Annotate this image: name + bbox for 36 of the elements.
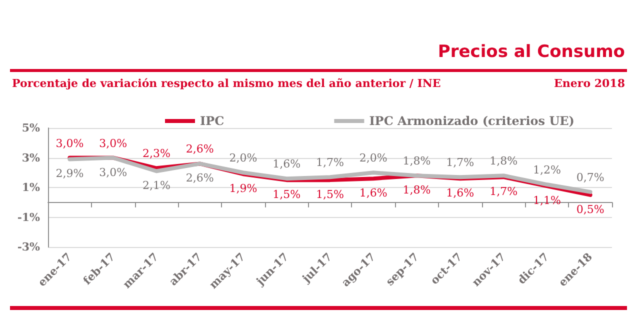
chart-title: Precios al Consumo [438,42,625,62]
data-label: 1,8% [402,184,431,197]
data-label: 1,6% [359,186,388,200]
y-tick-label: 5% [22,122,41,134]
data-label: 2,3% [142,147,170,160]
data-label: 2,9% [56,167,84,180]
data-label: 0,5% [576,202,604,216]
data-label: 1,8% [402,154,431,168]
data-label: 2,0% [359,152,388,165]
data-label: 1,5% [272,188,301,202]
data-label: 1,7% [446,156,474,170]
data-label: 2,0% [229,152,258,165]
data-label: 1,5% [316,188,344,202]
data-label: 1,2% [532,164,561,177]
data-label: 1,8% [490,154,518,168]
data-label: 3,0% [99,136,128,150]
data-label: 1,6% [272,158,301,171]
legend-label: IPC Armonizado (criterios UE) [369,114,574,128]
data-label: 1,9% [229,182,258,196]
chart-subtitle: Porcentaje de variación respecto al mismo mes del año anterior / INE [12,77,441,90]
data-label: 1,6% [446,186,474,200]
text: Enero 2018 [554,77,625,90]
y-tick-label: 3% [22,151,41,164]
data-label: 2,1% [142,179,170,192]
y-tick-label: -3% [17,240,41,254]
data-label: 3,0% [99,166,128,179]
data-label: 1,7% [316,156,344,170]
data-label: 0,7% [576,170,604,184]
data-label: 2,6% [186,142,214,156]
data-label: 2,6% [186,172,214,185]
data-label: 1,1% [532,194,561,208]
y-tick-label: -1% [17,210,41,224]
y-tick-label: 1% [22,181,41,194]
legend-label: IPC [200,114,224,128]
data-label: 1,7% [490,185,518,198]
data-label: 3,0% [56,136,84,150]
